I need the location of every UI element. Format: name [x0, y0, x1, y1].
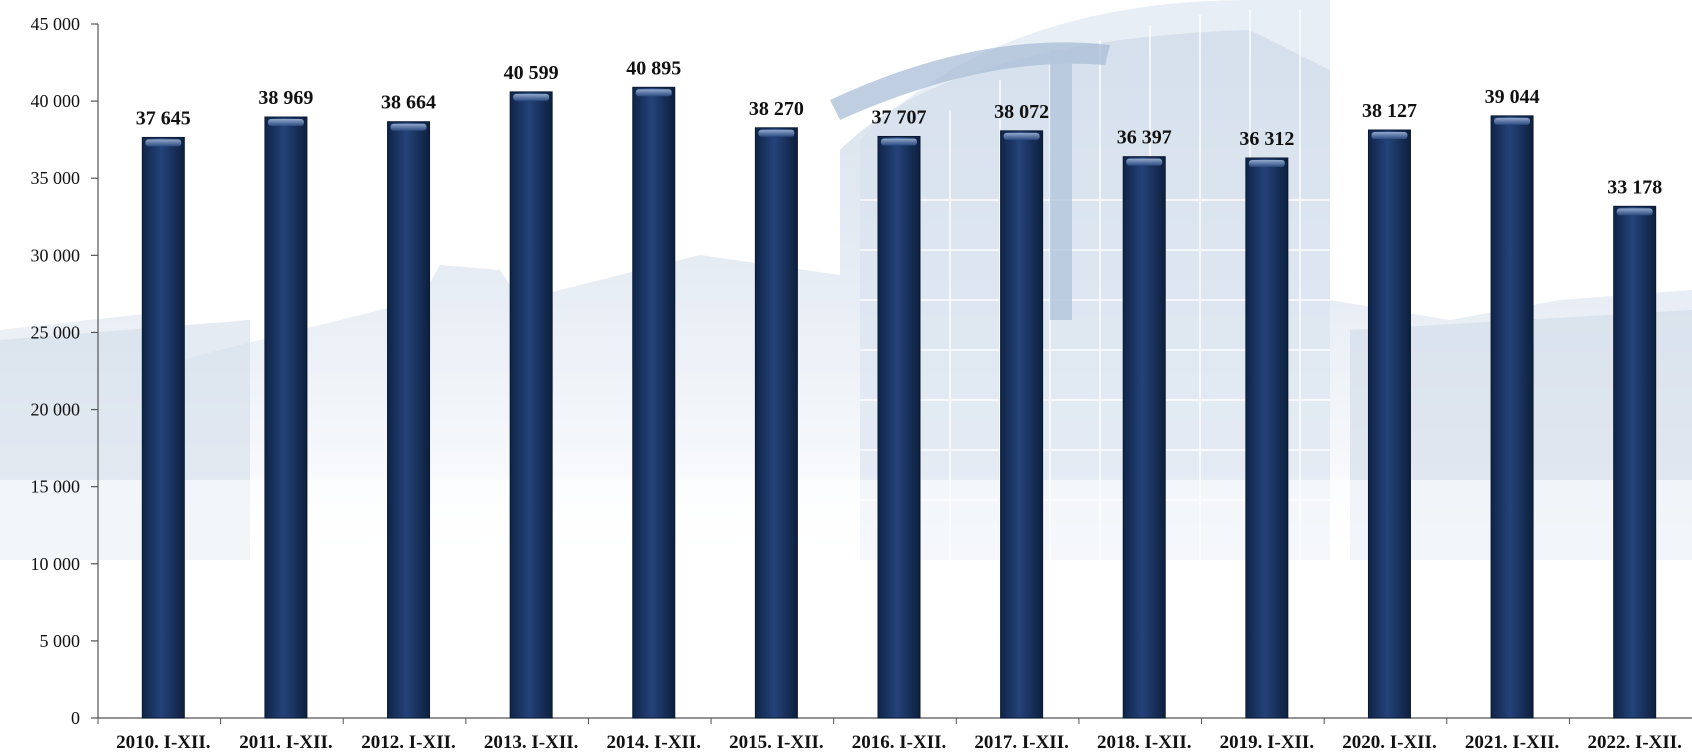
y-tick-label: 5 000 [40, 631, 81, 651]
bar-cap-highlight [267, 119, 304, 127]
data-label: 37 707 [872, 106, 927, 128]
x-category-label: 2012. I-XII. [361, 732, 455, 753]
x-category-label: 2016. I-XII. [852, 732, 946, 753]
bar-cap-highlight [635, 89, 672, 97]
data-label: 38 664 [381, 92, 436, 114]
bar-cap-highlight [1371, 131, 1408, 139]
bar [632, 86, 676, 719]
chart-axes: 0 5 000 10 000 15 000 20 000 25 000 30 000 35 0… [31, 14, 1692, 728]
bar [264, 116, 308, 719]
bar [509, 91, 553, 719]
bar-cap-highlight [758, 129, 795, 137]
bar-cap-highlight [1003, 132, 1040, 140]
data-label: 37 645 [136, 107, 191, 129]
x-category-label: 2021. I-XII. [1465, 732, 1559, 753]
bar [877, 135, 921, 719]
labels-group: 37 645 2010. I-XII. 38 969 2011. I-XII. 38 6… [116, 57, 1682, 753]
x-category-label: 2019. I-XII. [1220, 732, 1314, 753]
data-label: 39 044 [1485, 86, 1540, 108]
bar-cap-highlight [1126, 158, 1163, 166]
data-label: 38 270 [749, 98, 804, 120]
x-category-label: 2013. I-XII. [484, 732, 578, 753]
data-label: 38 072 [994, 101, 1049, 123]
bar [1245, 157, 1289, 719]
y-tick-label: 25 000 [31, 322, 81, 342]
bar [1490, 115, 1534, 719]
data-label: 38 969 [258, 87, 313, 109]
y-tick-label: 40 000 [31, 91, 81, 111]
data-label: 40 895 [626, 57, 681, 79]
y-tick-label: 0 [71, 708, 80, 728]
bar-cap-highlight [881, 138, 917, 146]
data-label: 40 599 [504, 62, 559, 84]
bar-cap-highlight [1616, 208, 1653, 216]
bar [141, 136, 185, 719]
x-category-label: 2014. I-XII. [607, 732, 701, 753]
bars-group [141, 86, 1657, 719]
bar-cap-highlight [390, 123, 427, 131]
bar [387, 121, 431, 719]
bar [1367, 129, 1411, 719]
data-label: 33 178 [1607, 176, 1662, 198]
y-tick-label: 45 000 [31, 14, 81, 34]
x-category-label: 2015. I-XII. [729, 732, 823, 753]
bar-cap-highlight [513, 93, 550, 101]
y-tick-label: 30 000 [31, 245, 81, 265]
data-label: 38 127 [1362, 100, 1417, 122]
bar [1613, 205, 1657, 719]
bar-cap-highlight [1494, 117, 1531, 125]
data-label: 36 312 [1239, 128, 1294, 150]
bar [1122, 156, 1166, 719]
y-tick-label: 10 000 [31, 554, 81, 574]
bar-cap-highlight [1248, 159, 1285, 167]
bar [754, 127, 798, 719]
bar-cap-highlight [145, 139, 182, 147]
x-category-label: 2022. I-XII. [1587, 732, 1681, 753]
bar [1000, 130, 1044, 719]
x-category-label: 2011. I-XII. [239, 732, 332, 753]
y-tick-label: 35 000 [31, 168, 81, 188]
y-tick-label: 20 000 [31, 400, 81, 420]
x-category-label: 2020. I-XII. [1342, 732, 1436, 753]
x-category-label: 2017. I-XII. [974, 732, 1068, 753]
data-label: 36 397 [1117, 127, 1172, 149]
x-category-label: 2018. I-XII. [1097, 732, 1191, 753]
y-tick-label: 15 000 [31, 477, 81, 497]
x-category-label: 2010. I-XII. [116, 732, 210, 753]
